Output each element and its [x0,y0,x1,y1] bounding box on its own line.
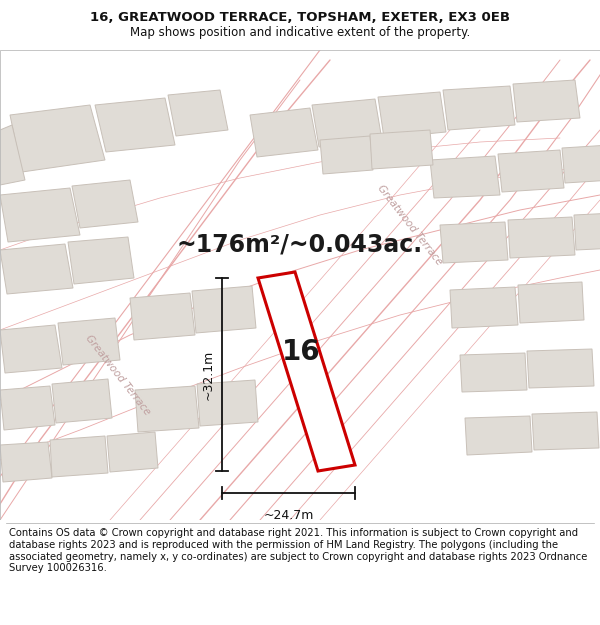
Polygon shape [0,386,55,430]
Polygon shape [95,98,175,152]
Polygon shape [440,222,508,263]
Polygon shape [168,90,228,136]
Text: Greatwood Terrace: Greatwood Terrace [376,183,445,267]
Polygon shape [72,180,138,228]
Polygon shape [130,293,195,340]
Polygon shape [430,156,500,198]
Polygon shape [50,436,108,477]
Text: 16, GREATWOOD TERRACE, TOPSHAM, EXETER, EX3 0EB: 16, GREATWOOD TERRACE, TOPSHAM, EXETER, … [90,11,510,24]
Polygon shape [378,92,446,138]
Polygon shape [10,105,105,172]
Text: Map shows position and indicative extent of the property.: Map shows position and indicative extent… [130,26,470,39]
Polygon shape [312,99,382,147]
Text: ~32.1m: ~32.1m [202,349,215,399]
Polygon shape [58,318,120,365]
Polygon shape [0,125,25,185]
Polygon shape [258,272,355,471]
Polygon shape [52,379,112,423]
Polygon shape [574,213,600,250]
Polygon shape [0,188,80,242]
Text: Greatwood Terrace: Greatwood Terrace [83,333,152,417]
Polygon shape [450,287,518,328]
Polygon shape [465,416,532,455]
Polygon shape [532,412,599,450]
Text: Contains OS data © Crown copyright and database right 2021. This information is : Contains OS data © Crown copyright and d… [9,528,587,573]
Text: ~176m²/~0.043ac.: ~176m²/~0.043ac. [177,233,423,257]
Polygon shape [562,145,600,183]
Text: ~24.7m: ~24.7m [263,509,314,522]
Polygon shape [320,136,373,174]
Polygon shape [107,432,158,472]
Polygon shape [0,325,62,373]
Polygon shape [460,353,527,392]
Polygon shape [508,217,575,258]
Polygon shape [527,349,594,388]
Polygon shape [192,286,256,333]
Text: 16: 16 [282,338,321,366]
Polygon shape [0,442,52,482]
Polygon shape [498,150,564,192]
Polygon shape [197,380,258,426]
Polygon shape [250,108,318,157]
Polygon shape [0,244,73,294]
Polygon shape [135,386,199,432]
Polygon shape [370,130,433,169]
Polygon shape [68,237,134,284]
Polygon shape [518,282,584,323]
Polygon shape [443,86,515,130]
Polygon shape [513,80,580,122]
